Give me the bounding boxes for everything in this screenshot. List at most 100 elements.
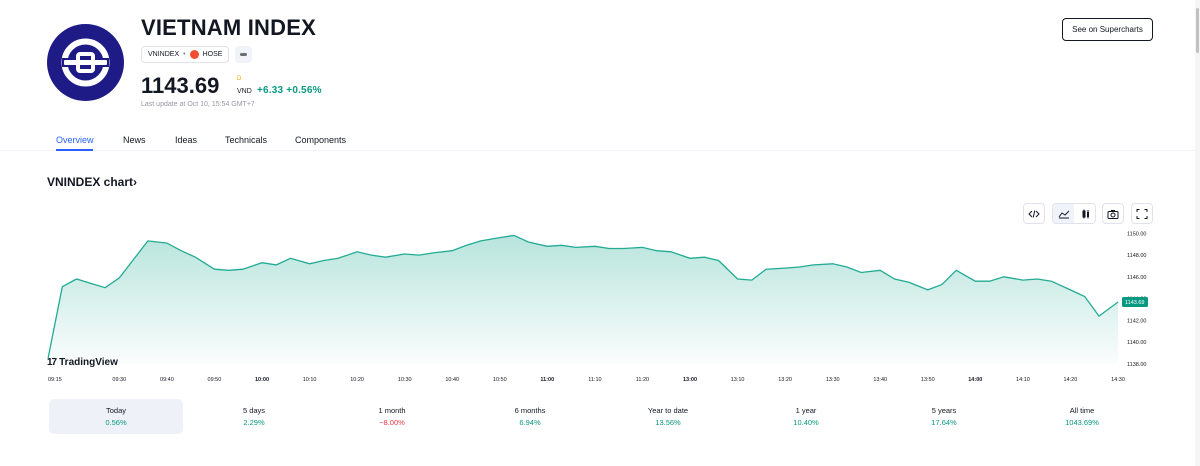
period-label: 5 years [931,406,957,415]
x-tick-label: 10:30 [398,377,412,383]
chart-section-title[interactable]: VNINDEX chart› [47,175,137,189]
x-tick-label: 10:10 [303,377,317,383]
candles-style-button[interactable] [1075,204,1096,223]
symbol-tags: VNINDEX • HOSE [141,46,253,63]
vnindex-logo-icon [61,38,110,87]
area-style-button[interactable] [1053,204,1074,223]
tab-news[interactable]: News [123,135,146,145]
period-label: 5 days [242,406,266,415]
x-tick-label: 14:30 [1111,377,1125,383]
tab-overview[interactable]: Overview [56,135,94,145]
chart-title-text: VNINDEX chart [47,175,134,189]
active-tab-indicator [56,149,93,151]
last-update-text: Last update at Oct 10, 15:54 GMT+7 [141,101,255,108]
fullscreen-button[interactable] [1131,203,1153,224]
x-tick-label: 10:50 [493,377,507,383]
x-tick-label: 11:20 [636,377,649,383]
x-tick-label: 09:40 [160,377,174,383]
period-value: 1043.69% [1065,418,1099,427]
camera-icon [1107,209,1119,219]
chevron-right-icon: › [133,175,138,189]
y-tick-label: 1140.00 [1127,340,1146,346]
tab-technicals[interactable]: Technicals [225,135,268,145]
see-on-supercharts-button[interactable]: See on Supercharts [1062,18,1153,41]
page-scrollbar-track[interactable] [1195,0,1200,466]
candles-icon [1082,209,1089,218]
tab-ideas[interactable]: Ideas [175,135,198,145]
index-logo [47,24,124,101]
x-tick-label: 13:00 [683,377,697,383]
period-value: 2.29% [243,418,265,427]
last-price: 1143.69 [141,73,220,98]
price-delay-marker: D [237,76,242,82]
period-value: 17.64% [931,418,957,427]
period-year-to-date[interactable]: Year to date 13.56% [601,399,735,434]
x-tick-label: 11:10 [588,377,601,383]
chart-style-toggle [1052,203,1096,224]
fullscreen-icon [1136,208,1148,219]
x-tick-label: 10:40 [445,377,459,383]
period-5-years[interactable]: 5 years 17.64% [877,399,1011,434]
section-tabs: Overview News Ideas Technicals Component… [0,130,1200,151]
period-label: All time [1069,406,1095,415]
performance-periods: Today 0.56% 5 days 2.29% 1 month −8.00% … [49,399,1149,434]
x-tick-label: 09:15 [48,377,62,383]
period-label: Today [105,406,126,415]
y-tick-label: 1138.00 [1127,362,1146,368]
embed-code-button[interactable] [1023,203,1045,224]
x-tick-label: 13:30 [826,377,840,383]
tradingview-wordmark: TradingView [59,357,118,368]
exchange-label: HOSE [202,51,223,58]
y-tick-label: 1150.00 [1127,231,1146,237]
period-5-days[interactable]: 5 days 2.29% [187,399,321,434]
page-scrollbar-thumb[interactable] [1196,8,1199,53]
currency-label: VND [237,88,252,95]
period-label: 1 year [795,406,817,415]
period-6-months[interactable]: 6 months 6.94% [463,399,597,434]
price-area-fill [48,235,1118,364]
price-change: +6.33 +0.56% [257,85,322,96]
x-tick-label: 09:30 [112,377,126,383]
period-value: 13.56% [655,418,681,427]
period-value: 6.94% [519,418,541,427]
embed-code-icon [1028,209,1040,218]
period-value: 10.40% [793,418,819,427]
x-tick-label: 13:50 [921,377,935,383]
screenshot-button[interactable] [1102,203,1124,224]
x-tick-label: 14:10 [1016,377,1030,383]
period-today[interactable]: Today 0.56% [49,399,183,434]
period-all-time[interactable]: All time 1043.69% [1015,399,1149,434]
x-tick-label: 10:00 [255,377,269,383]
price-chart[interactable]: 1150.001148.001146.001144.001142.001140.… [0,228,1160,388]
exchange-flag-icon [189,50,199,59]
ticker-label: VNINDEX [148,51,180,58]
last-price-badge [1122,297,1148,307]
x-tick-label: 09:50 [208,377,222,383]
period-label: 6 months [514,406,546,415]
separator-dot: • [183,51,186,58]
x-tick-label: 14:00 [968,377,982,383]
y-tick-label: 1142.00 [1127,318,1146,324]
page-title: VIETNAM INDEX [141,15,316,40]
price-line-series [47,234,1119,359]
x-tick-label: 11:00 [540,377,554,383]
tab-components[interactable]: Components [295,135,347,145]
y-tick-label: 1148.00 [1127,253,1146,259]
period-label: Year to date [647,406,689,415]
period-1-month[interactable]: 1 month −8.00% [325,399,459,434]
ticker-exchange-tag[interactable]: VNINDEX • HOSE [141,46,230,63]
last-price-label: 1143.69 [1125,300,1144,306]
x-tick-label: 13:10 [731,377,745,383]
period-value: −8.00% [379,418,405,427]
x-tick-label: 13:40 [873,377,887,383]
period-label: 1 month [378,406,406,415]
area-chart-icon [1058,210,1069,218]
period-1-year[interactable]: 1 year 10.40% [739,399,873,434]
tradingview-watermark: 17 TradingView [47,357,118,368]
x-tick-label: 14:20 [1064,377,1078,383]
more-options-button[interactable] [235,46,253,63]
x-tick-label: 13:20 [778,377,792,383]
period-value: 0.56% [105,418,127,427]
tradingview-logo-icon: 17 [47,357,57,368]
x-tick-label: 10:20 [350,377,364,383]
